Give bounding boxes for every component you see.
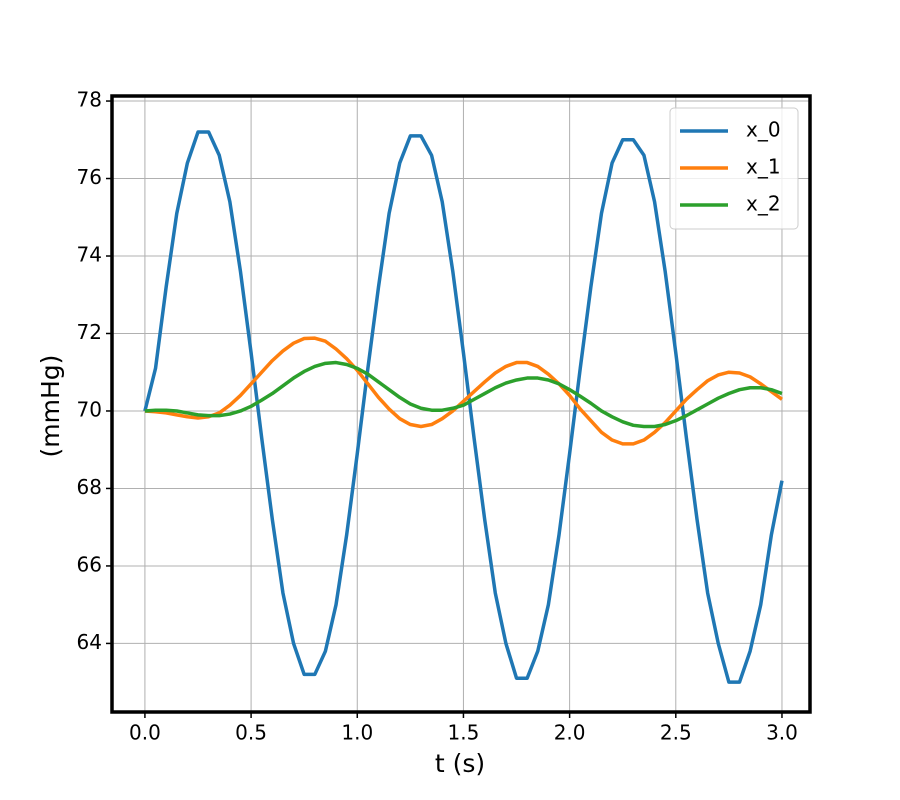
legend-label: x_1 — [746, 155, 781, 179]
legend-label: x_2 — [746, 192, 781, 216]
data-line — [144, 360, 783, 429]
y-tick-label: 76 — [77, 165, 102, 189]
x-tick-label: 0.0 — [129, 721, 161, 745]
y-tick-label: 70 — [77, 397, 102, 421]
x-tick-label: 0.5 — [235, 721, 267, 745]
legend-box — [669, 107, 799, 230]
x-tick-label: 1.5 — [448, 721, 480, 745]
y-tick-label: 78 — [77, 88, 102, 112]
x-tick-label: 1.0 — [341, 721, 373, 745]
y-tick-label: 68 — [77, 475, 102, 499]
y-tick-label: 66 — [77, 552, 102, 576]
y-tick-label: 72 — [77, 320, 102, 344]
y-tick-label: 74 — [77, 243, 102, 267]
data-line — [144, 336, 784, 446]
y-tick-label: 64 — [77, 630, 102, 654]
legend: x_0 x_1 x_2 — [669, 107, 799, 230]
y-axis-label: (mmHg) — [36, 355, 65, 458]
x-tick-label: 2.5 — [660, 721, 692, 745]
x-axis-label: t (s) — [435, 749, 485, 778]
data-line — [143, 130, 784, 684]
x-tick-label: 3.0 — [766, 721, 798, 745]
legend-label: x_0 — [746, 118, 781, 142]
x-tick-label: 2.0 — [554, 721, 586, 745]
plot-frame — [110, 94, 812, 714]
